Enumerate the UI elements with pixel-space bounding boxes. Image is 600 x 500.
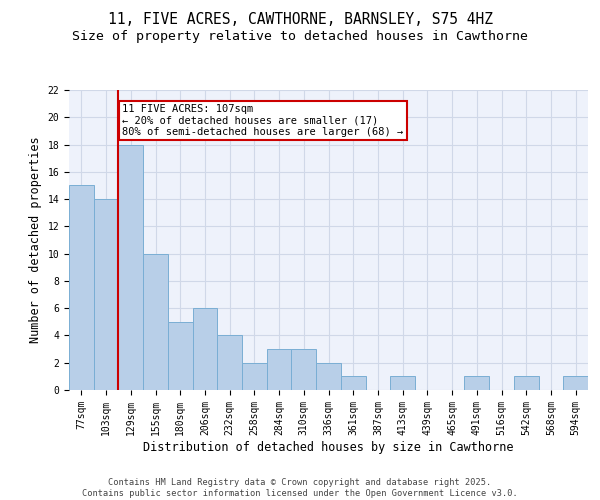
Bar	[267, 349, 292, 390]
Bar	[168, 322, 193, 390]
Bar	[292, 349, 316, 390]
Bar	[217, 336, 242, 390]
Bar	[563, 376, 588, 390]
Bar	[69, 186, 94, 390]
Bar	[514, 376, 539, 390]
Text: Contains HM Land Registry data © Crown copyright and database right 2025.
Contai: Contains HM Land Registry data © Crown c…	[82, 478, 518, 498]
Text: Size of property relative to detached houses in Cawthorne: Size of property relative to detached ho…	[72, 30, 528, 43]
Text: 11 FIVE ACRES: 107sqm
← 20% of detached houses are smaller (17)
80% of semi-deta: 11 FIVE ACRES: 107sqm ← 20% of detached …	[122, 104, 403, 137]
Bar	[464, 376, 489, 390]
Bar	[341, 376, 365, 390]
Bar	[94, 199, 118, 390]
Y-axis label: Number of detached properties: Number of detached properties	[29, 136, 42, 344]
X-axis label: Distribution of detached houses by size in Cawthorne: Distribution of detached houses by size …	[143, 440, 514, 454]
Text: 11, FIVE ACRES, CAWTHORNE, BARNSLEY, S75 4HZ: 11, FIVE ACRES, CAWTHORNE, BARNSLEY, S75…	[107, 12, 493, 28]
Bar	[118, 144, 143, 390]
Bar	[193, 308, 217, 390]
Bar	[316, 362, 341, 390]
Bar	[242, 362, 267, 390]
Bar	[143, 254, 168, 390]
Bar	[390, 376, 415, 390]
